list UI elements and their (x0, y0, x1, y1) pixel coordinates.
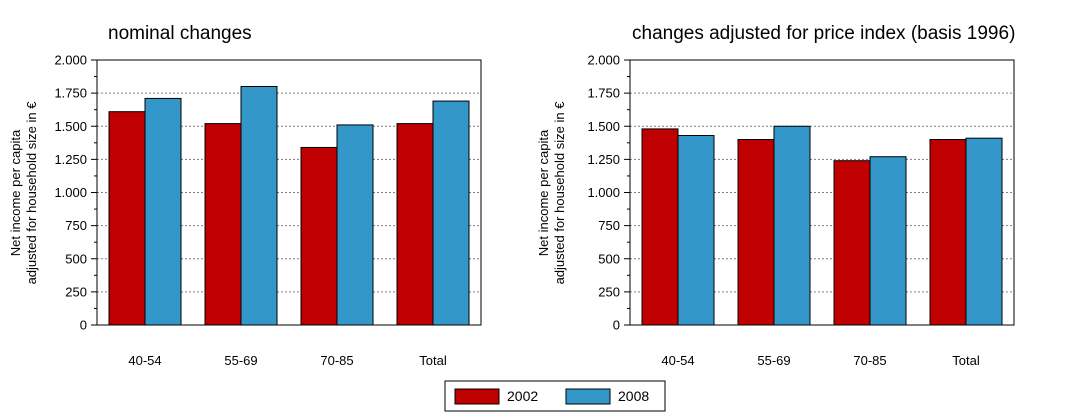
bar-2002-Total (396, 123, 434, 326)
y-tick-label: 1.000 (587, 185, 620, 200)
bar-2002-55-69 (737, 139, 775, 326)
y-tick-label: 500 (598, 251, 620, 266)
bar-2002-70-85 (833, 160, 871, 326)
bar-2002-55-69 (204, 123, 242, 326)
x-axis: 40-54 55-69 70-85 Total (661, 353, 979, 368)
x-tick-label: 70-85 (853, 353, 886, 368)
bar-2002-Total (929, 139, 967, 326)
x-tick-label: Total (952, 353, 980, 368)
chart-title: nominal changes (108, 23, 252, 44)
chart-panel-adjusted: changes adjusted for price index (basis … (536, 23, 1015, 368)
y-tick-label: 2.000 (587, 53, 620, 68)
y-axis-label-line-1: Net income per capita (8, 129, 23, 256)
y-axis-label-line-2: adjusted for household size in € (552, 101, 567, 285)
y-tick-label: 500 (65, 251, 87, 266)
bar-2008-55-69 (773, 125, 811, 326)
bar-2008-70-85 (869, 156, 907, 326)
y-axis-label: Net income per capita adjusted for house… (8, 101, 39, 285)
y-tick-label: 750 (598, 218, 620, 233)
legend-swatch-2002 (454, 388, 500, 405)
y-tick-label: 750 (65, 218, 87, 233)
legend-label-2002: 2002 (507, 388, 538, 404)
chart-title: changes adjusted for price index (basis … (632, 23, 1015, 44)
y-tick-label: 250 (65, 284, 87, 299)
y-axis-label-line-2: adjusted for household size in € (24, 101, 39, 285)
y-tick-label: 2.000 (54, 53, 87, 68)
y-tick-label: 1.500 (54, 119, 87, 134)
x-axis: 40-54 55-69 70-85 Total (128, 353, 446, 368)
x-tick-label: Total (419, 353, 447, 368)
bar-2002-70-85 (300, 146, 338, 326)
bars (641, 125, 1003, 326)
x-tick-label: 70-85 (320, 353, 353, 368)
bar-2008-40-54 (677, 135, 715, 326)
y-tick-label: 1.250 (587, 152, 620, 167)
bar-2008-70-85 (336, 124, 374, 326)
y-tick-label: 1.750 (587, 86, 620, 101)
bar-2008-Total (965, 137, 1003, 326)
x-tick-label: 40-54 (661, 353, 694, 368)
bar-2008-55-69 (240, 86, 278, 326)
y-axis: 0 250 500 750 1.000 1.250 1.500 1.750 2.000 (587, 53, 630, 333)
y-tick-label: 0 (80, 318, 87, 333)
y-axis-label: Net income per capita adjusted for house… (536, 101, 567, 285)
legend-swatch-2008 (565, 388, 611, 405)
bar-2002-40-54 (108, 111, 146, 326)
y-tick-label: 1.750 (54, 86, 87, 101)
chart-panel-nominal: nominal changes Net income per capita ad… (8, 23, 482, 368)
x-tick-label: 40-54 (128, 353, 161, 368)
y-tick-label: 1.000 (54, 185, 87, 200)
bar-2008-40-54 (144, 97, 182, 326)
y-tick-label: 1.250 (54, 152, 87, 167)
y-tick-label: 1.500 (587, 119, 620, 134)
bar-2002-40-54 (641, 128, 679, 326)
legend-label-2008: 2008 (618, 388, 649, 404)
x-tick-label: 55-69 (224, 353, 257, 368)
y-axis: 0 250 500 750 1.000 1.250 1.500 1.750 2.000 (54, 53, 97, 333)
bar-2008-Total (432, 100, 470, 326)
y-axis-label-line-1: Net income per capita (536, 129, 551, 256)
y-tick-label: 0 (613, 318, 620, 333)
bars (108, 86, 470, 326)
y-tick-label: 250 (598, 284, 620, 299)
x-tick-label: 55-69 (757, 353, 790, 368)
legend: 2002 2008 (444, 380, 666, 412)
